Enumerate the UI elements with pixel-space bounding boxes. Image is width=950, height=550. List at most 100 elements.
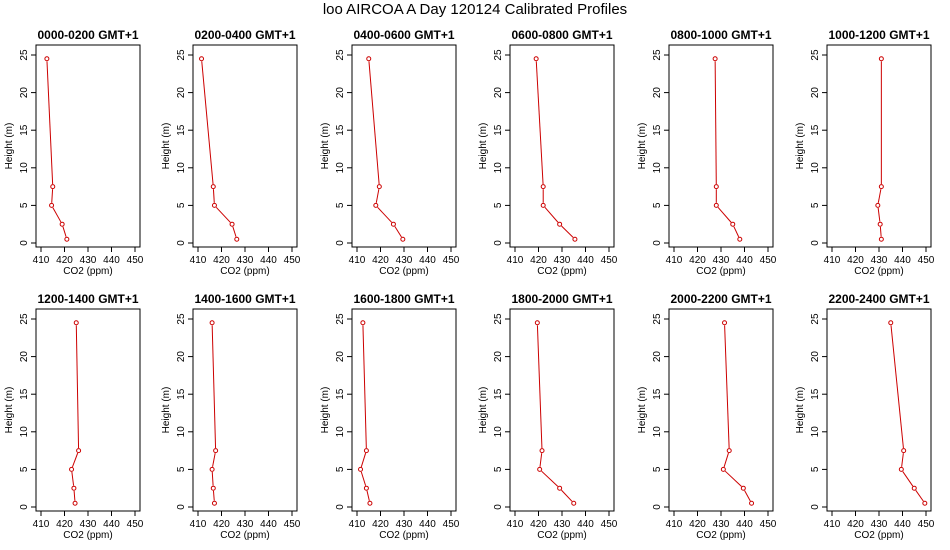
plot-frame bbox=[351, 308, 457, 512]
x-tick-label: 430 bbox=[871, 519, 888, 530]
data-point bbox=[366, 56, 372, 62]
y-axis-label: Height (m) bbox=[478, 387, 489, 434]
data-point bbox=[211, 500, 217, 506]
y-tick-label: 25 bbox=[176, 313, 187, 325]
plot-frame bbox=[192, 44, 298, 248]
series-line-segment bbox=[890, 325, 904, 449]
series-line-segment bbox=[51, 189, 54, 203]
x-tick-label: 450 bbox=[918, 255, 935, 266]
panel-title: 2200-2400 GMT+1 bbox=[828, 292, 929, 306]
series-line-segment bbox=[71, 452, 79, 468]
panel-3: 0400-0600 GMT+1 410 420 430 440 450 0 5 10 15 20 25… bbox=[320, 28, 460, 277]
data-point bbox=[540, 202, 546, 208]
data-point bbox=[539, 448, 545, 454]
plot-frame bbox=[192, 308, 298, 512]
x-tick-label: 430 bbox=[396, 255, 413, 266]
x-axis-label: CO2 (ppm) bbox=[854, 530, 903, 541]
data-point bbox=[901, 448, 907, 454]
plot-frame bbox=[351, 44, 457, 248]
y-tick-label: 25 bbox=[19, 313, 30, 325]
x-tick-label: 440 bbox=[577, 255, 594, 266]
panel-title: 0200-0400 GMT+1 bbox=[194, 28, 295, 42]
x-tick-label: 420 bbox=[372, 255, 389, 266]
y-axis-label: Height (m) bbox=[4, 387, 15, 434]
y-tick-label: 20 bbox=[493, 351, 504, 363]
series-line-segment bbox=[536, 325, 543, 449]
data-point bbox=[59, 221, 65, 227]
panel-9: 1600-1800 GMT+1 410 420 430 440 450 0 5 10 15 20 25… bbox=[320, 292, 460, 541]
x-tick-label: 410 bbox=[507, 255, 524, 266]
y-tick-label: 25 bbox=[652, 49, 663, 61]
y-tick-label: 25 bbox=[810, 313, 821, 325]
data-point bbox=[572, 236, 578, 242]
y-tick-label: 10 bbox=[810, 426, 821, 438]
x-tick-label: 440 bbox=[260, 255, 277, 266]
x-tick-label: 410 bbox=[507, 519, 524, 530]
series-line-segment bbox=[724, 470, 742, 487]
y-tick-label: 0 bbox=[335, 504, 346, 510]
plot-frame bbox=[509, 44, 615, 248]
panel-title: 1600-1800 GMT+1 bbox=[353, 292, 454, 306]
y-tick-label: 10 bbox=[493, 162, 504, 174]
panel-4: 0600-0800 GMT+1 410 420 430 440 450 0 5 10 15 20 25… bbox=[478, 28, 618, 277]
data-point bbox=[363, 448, 369, 454]
data-point bbox=[726, 448, 732, 454]
x-axis-label: CO2 (ppm) bbox=[537, 530, 586, 541]
panel-12: 2200-2400 GMT+1 410 420 430 440 450 0 5 10 15 20 25… bbox=[795, 292, 935, 541]
y-tick-label: 20 bbox=[335, 87, 346, 99]
series-line-segment bbox=[201, 61, 214, 185]
x-tick-label: 450 bbox=[443, 255, 460, 266]
series-line-segment bbox=[539, 453, 543, 467]
data-point bbox=[400, 236, 406, 242]
y-tick-label: 0 bbox=[335, 240, 346, 246]
series-line-segment bbox=[723, 452, 729, 468]
y-tick-label: 0 bbox=[493, 504, 504, 510]
panel-title: 0400-0600 GMT+1 bbox=[353, 28, 454, 42]
y-tick-label: 15 bbox=[652, 124, 663, 136]
x-tick-label: 410 bbox=[33, 519, 50, 530]
data-point bbox=[209, 466, 215, 472]
data-point bbox=[557, 221, 563, 227]
y-tick-label: 15 bbox=[810, 388, 821, 400]
series-line-segment bbox=[902, 471, 914, 487]
x-tick-label: 430 bbox=[713, 255, 730, 266]
data-point bbox=[730, 221, 736, 227]
x-tick-label: 430 bbox=[396, 519, 413, 530]
y-tick-label: 10 bbox=[335, 162, 346, 174]
y-tick-label: 20 bbox=[19, 87, 30, 99]
data-point bbox=[72, 500, 78, 506]
y-tick-label: 15 bbox=[652, 388, 663, 400]
data-point bbox=[71, 485, 77, 491]
x-axis-label: CO2 (ppm) bbox=[696, 266, 745, 277]
series-line-segment bbox=[215, 206, 231, 223]
y-axis-label: Height (m) bbox=[795, 123, 806, 170]
data-point bbox=[213, 448, 219, 454]
x-tick-label: 450 bbox=[284, 519, 301, 530]
x-tick-label: 450 bbox=[760, 255, 777, 266]
x-tick-label: 430 bbox=[80, 255, 97, 266]
x-axis-label: CO2 (ppm) bbox=[63, 530, 112, 541]
data-point bbox=[571, 500, 577, 506]
series-line-segment bbox=[232, 226, 237, 237]
y-tick-label: 10 bbox=[493, 426, 504, 438]
y-tick-label: 15 bbox=[19, 124, 30, 136]
y-tick-label: 20 bbox=[810, 351, 821, 363]
series-line-segment bbox=[561, 225, 574, 238]
y-tick-label: 0 bbox=[176, 240, 187, 246]
x-tick-label: 450 bbox=[127, 519, 144, 530]
y-tick-label: 15 bbox=[493, 388, 504, 400]
x-tick-label: 420 bbox=[372, 519, 389, 530]
y-tick-label: 15 bbox=[335, 124, 346, 136]
data-point bbox=[73, 320, 79, 326]
x-tick-label: 420 bbox=[56, 519, 73, 530]
x-tick-label: 450 bbox=[601, 519, 618, 530]
y-tick-label: 5 bbox=[335, 202, 346, 208]
x-tick-label: 440 bbox=[419, 255, 436, 266]
y-tick-label: 15 bbox=[19, 388, 30, 400]
series-line-segment bbox=[877, 189, 882, 203]
data-point bbox=[720, 466, 726, 472]
y-axis-label: Height (m) bbox=[637, 387, 648, 434]
series-line-segment bbox=[62, 226, 67, 237]
series-line-segment bbox=[362, 325, 367, 449]
